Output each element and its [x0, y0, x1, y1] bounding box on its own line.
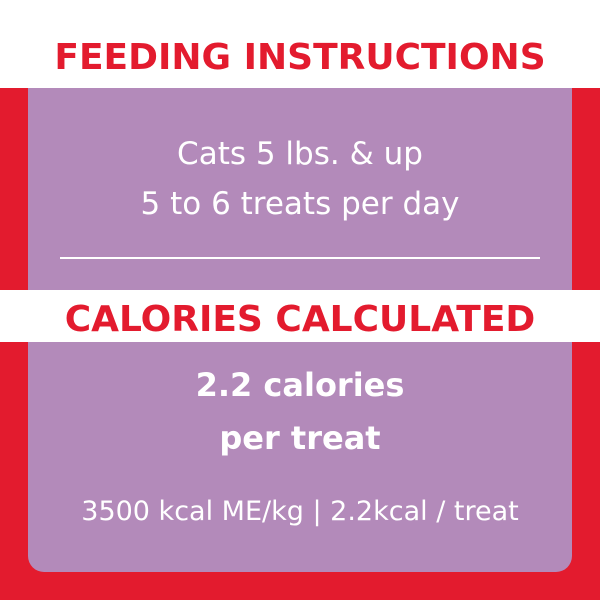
calories-line: 2.2 calories — [195, 366, 405, 404]
calories-line: per treat — [219, 419, 381, 457]
feeding-title: FEEDING INSTRUCTIONS — [54, 37, 546, 78]
top-band — [0, 0, 600, 88]
calories-panel — [28, 342, 572, 572]
calories-title: CALORIES CALCULATED — [64, 299, 536, 340]
divider — [60, 257, 540, 259]
feeding-panel — [28, 88, 572, 290]
middle-band — [0, 290, 600, 342]
feeding-line: 5 to 6 treats per day — [140, 186, 460, 222]
calories-note: 3500 kcal ME/kg | 2.2kcal / treat — [81, 496, 519, 527]
feeding-line: Cats 5 lbs. & up — [177, 136, 423, 172]
